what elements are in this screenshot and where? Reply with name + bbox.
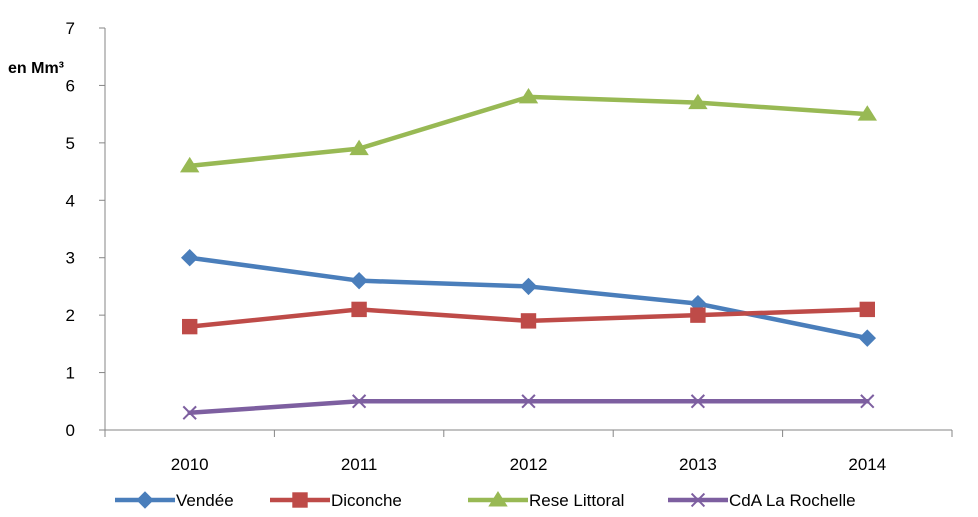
y-tick-label: 5 bbox=[66, 134, 75, 153]
data-point bbox=[292, 492, 308, 508]
data-point bbox=[349, 139, 369, 156]
y-tick-label: 1 bbox=[66, 364, 75, 383]
data-point bbox=[688, 93, 708, 110]
legend-item: Vendée bbox=[115, 491, 234, 510]
legend-item: Diconche bbox=[270, 491, 402, 510]
y-tick-label: 4 bbox=[66, 191, 75, 210]
data-point bbox=[860, 394, 875, 409]
data-point-stroke bbox=[351, 394, 367, 409]
legend-label: Vendée bbox=[176, 491, 234, 510]
series-line bbox=[187, 94, 870, 169]
y-axis-label: en Mm³ bbox=[8, 60, 64, 77]
data-point-stroke bbox=[521, 394, 536, 409]
x-tick-label: 2012 bbox=[510, 455, 548, 474]
data-point-stroke bbox=[182, 405, 197, 420]
data-point bbox=[351, 301, 367, 318]
data-point bbox=[859, 301, 875, 318]
legend-label: Diconche bbox=[331, 491, 402, 510]
data-point bbox=[520, 313, 537, 329]
y-axis-ticks: 0 1 2 3 4 5 6 7 bbox=[66, 19, 105, 440]
data-point bbox=[857, 105, 878, 121]
data-point bbox=[521, 394, 536, 409]
data-point bbox=[690, 394, 706, 409]
data-point bbox=[350, 271, 368, 290]
data-point-stroke bbox=[690, 492, 706, 508]
data-point bbox=[351, 394, 367, 409]
series-vend-e bbox=[180, 249, 877, 347]
y-tick-label: 0 bbox=[66, 421, 75, 440]
data-point bbox=[690, 492, 706, 508]
series-line bbox=[187, 399, 870, 416]
data-point-stroke bbox=[860, 394, 875, 409]
data-point bbox=[182, 405, 197, 420]
series-group bbox=[179, 87, 878, 420]
x-tick-label: 2010 bbox=[171, 455, 209, 474]
y-tick-label: 2 bbox=[66, 306, 75, 325]
series-rese-littoral bbox=[179, 87, 878, 173]
data-point bbox=[182, 318, 198, 335]
legend-item: CdA La Rochelle bbox=[668, 491, 856, 510]
legend: Vendée Diconche Rese Littoral CdA La Rochel… bbox=[115, 491, 856, 510]
legend-label: CdA La Rochelle bbox=[729, 491, 856, 510]
data-point bbox=[180, 249, 199, 267]
data-point bbox=[518, 87, 539, 104]
y-tick-label: 7 bbox=[66, 19, 75, 38]
data-point bbox=[488, 491, 508, 507]
data-point-stroke bbox=[690, 394, 706, 409]
x-tick-label: 2011 bbox=[341, 455, 378, 474]
axes bbox=[104, 28, 952, 431]
data-point bbox=[519, 277, 538, 296]
y-tick-label: 6 bbox=[66, 76, 75, 95]
data-point bbox=[179, 156, 200, 173]
y-tick-label: 3 bbox=[66, 249, 75, 268]
x-tick-label: 2013 bbox=[679, 455, 717, 474]
series-cda-la-rochelle bbox=[182, 394, 875, 420]
legend-item: Rese Littoral bbox=[468, 491, 624, 510]
data-point bbox=[136, 491, 154, 509]
series-diconche bbox=[182, 301, 875, 335]
data-point bbox=[858, 329, 877, 347]
legend-label: Rese Littoral bbox=[529, 491, 624, 510]
data-point bbox=[690, 307, 706, 323]
x-axis-ticks: 2010 2011 2012 2013 2014 bbox=[104, 430, 953, 474]
x-tick-label: 2014 bbox=[848, 455, 886, 474]
